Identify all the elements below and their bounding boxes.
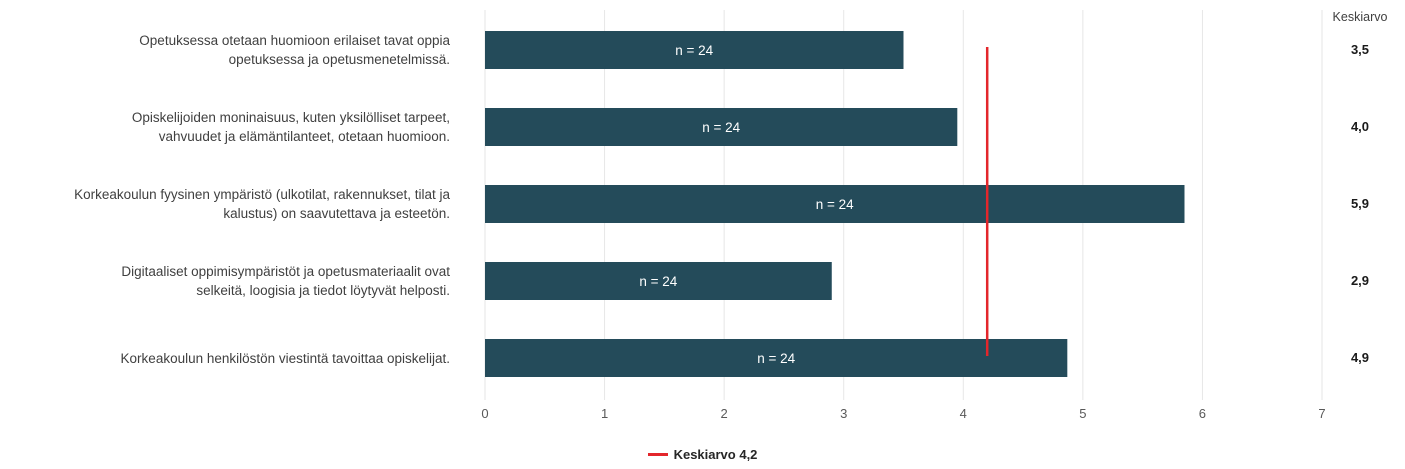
bar-label-4: n = 24: [639, 274, 677, 289]
x-tick-label-7: 7: [1318, 406, 1325, 421]
category-label-line: Digitaaliset oppimisympäristöt ja opetus…: [121, 264, 450, 279]
category-label-line: Opiskelijoiden moninaisuus, kuten yksilö…: [131, 110, 450, 125]
bar-label-5: n = 24: [757, 351, 795, 366]
bar-2: [485, 108, 958, 146]
x-tick-label-4: 4: [960, 406, 967, 421]
mean-value-2: 4,0: [1350, 119, 1370, 134]
mean-value-5: 4,9: [1350, 350, 1370, 365]
category-label-1: Opetuksessa otetaan huomioon erilaiset t…: [5, 31, 450, 69]
bar-label-1: n = 24: [675, 43, 713, 58]
bar-5: [485, 339, 1068, 377]
mean-value-1: 3,5: [1350, 42, 1370, 57]
category-label-2: Opiskelijoiden moninaisuus, kuten yksilö…: [5, 108, 450, 146]
bars: n = 24 n = 24 n = 24 n = 24 n = 24: [485, 31, 1185, 377]
legend-swatch-mean: [647, 453, 668, 456]
x-tick-label-0: 0: [481, 406, 488, 421]
x-tick-label-2: 2: [721, 406, 728, 421]
legend: Keskiarvo 4,2: [0, 447, 1405, 462]
category-label-3: Korkeakoulun fyysinen ympäristö (ulkotil…: [5, 185, 450, 223]
mean-column-header: Keskiarvo: [1332, 10, 1388, 24]
category-label-line: vahvuudet ja elämäntilanteet, otetaan hu…: [158, 129, 450, 144]
category-label-line: Opetuksessa otetaan huomioon erilaiset t…: [139, 33, 450, 48]
x-tick-label-5: 5: [1079, 406, 1086, 421]
category-label-5: Korkeakoulun henkilöstön viestintä tavoi…: [5, 349, 450, 368]
mean-value-4: 2,9: [1350, 273, 1370, 288]
x-tick-label-1: 1: [601, 406, 608, 421]
category-label-line: kalustus) on saavutettava ja esteetön.: [223, 206, 450, 221]
category-label-line: opetuksessa ja opetusmenetelmissä.: [228, 52, 450, 67]
bar-3: [485, 185, 1185, 223]
bar-label-3: n = 24: [816, 197, 854, 212]
bar-4: [485, 262, 832, 300]
mean-value-3: 5,9: [1350, 196, 1370, 211]
x-tick-label-3: 3: [840, 406, 847, 421]
bar-1: [485, 31, 904, 69]
x-axis-ticks: 0 1 2 3 4 5 6 7: [481, 406, 1325, 421]
category-label-4: Digitaaliset oppimisympäristöt ja opetus…: [5, 262, 450, 300]
legend-label-mean: Keskiarvo 4,2: [673, 447, 758, 462]
category-label-line: Korkeakoulun fyysinen ympäristö (ulkotil…: [74, 187, 450, 202]
category-label-line: Korkeakoulun henkilöstön viestintä tavoi…: [120, 350, 450, 366]
category-label-line: selkeitä, loogisia ja tiedot löytyvät he…: [196, 283, 450, 298]
x-tick-label-6: 6: [1199, 406, 1206, 421]
bar-label-2: n = 24: [702, 120, 740, 135]
